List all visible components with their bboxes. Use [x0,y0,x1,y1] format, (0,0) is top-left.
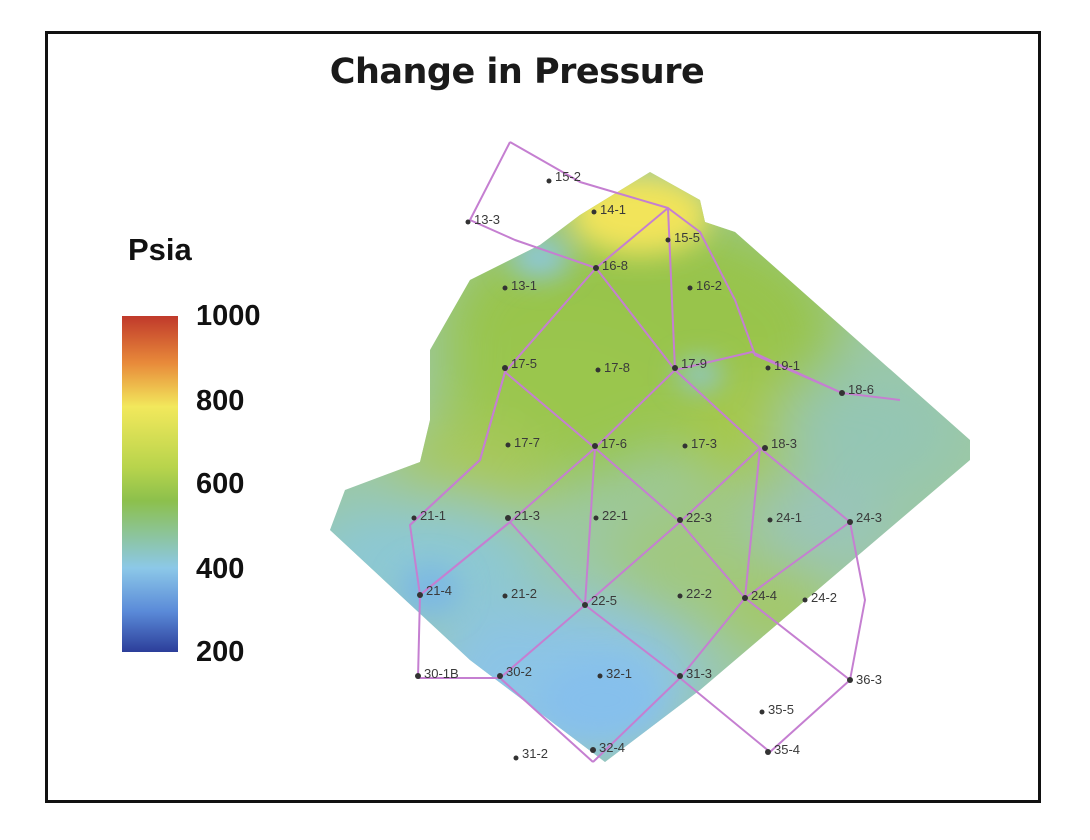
well-label: 31-2 [522,746,548,761]
well-label: 35-4 [774,742,800,757]
well-label: 14-1 [600,202,626,217]
well-marker: 18-6 [839,382,874,397]
well-label: 22-5 [591,593,617,608]
well-label: 19-1 [774,358,800,373]
well-marker: 35-5 [759,702,794,717]
well-marker: 32-4 [590,740,625,755]
well-marker: 22-2 [677,586,712,601]
well-marker: 22-1 [593,508,628,523]
scale-tick-label: 800 [196,385,245,417]
well-label: 24-1 [776,510,802,525]
well-label: 16-8 [602,258,628,273]
well-marker: 36-3 [847,672,882,687]
well-label: 18-3 [771,436,797,451]
well-label: 21-1 [420,508,446,523]
well-marker: 17-8 [595,360,630,375]
well-label: 16-2 [696,278,722,293]
well-marker: 15-2 [546,169,581,184]
well-label: 30-2 [506,664,532,679]
well-grid-lines [409,141,901,763]
pressure-surface [330,172,970,762]
well-label: 21-4 [426,583,452,598]
well-marker: 22-5 [582,593,617,608]
well-marker: 31-3 [677,666,712,681]
well-marker: 14-1 [591,202,626,217]
well-label: 32-1 [606,666,632,681]
well-marker: 31-2 [513,746,548,761]
well-marker: 32-1 [597,666,632,681]
scale-tick-label: 200 [196,636,245,668]
well-marker: 22-3 [677,510,712,525]
well-marker: 30-2 [497,664,532,679]
well-markers: 15-2 14-1 13-3 15-5 16-8 13-1 16-2 17-5 … [411,169,882,761]
scale-tick-label: 400 [196,553,245,585]
well-label: 24-3 [856,510,882,525]
well-label: 17-6 [601,436,627,451]
well-marker: 13-1 [502,278,537,293]
well-marker: 15-5 [665,230,700,245]
well-marker: 21-2 [502,586,537,601]
well-marker: 17-3 [682,436,717,451]
well-marker: 30-1B [415,666,459,681]
well-marker: 35-4 [765,742,800,757]
well-label: 17-5 [511,356,537,371]
well-marker: 21-4 [417,583,452,598]
well-label: 13-1 [511,278,537,293]
well-label: 24-4 [751,588,777,603]
map-title: Change in Pressure [329,52,705,92]
well-marker: 16-2 [687,278,722,293]
well-marker: 21-3 [505,508,540,523]
well-marker: 21-1 [411,508,446,523]
well-marker: 17-7 [505,435,540,450]
well-label: 15-5 [674,230,700,245]
well-label: 21-2 [511,586,537,601]
well-label: 30-1B [424,666,459,681]
well-label: 17-8 [604,360,630,375]
well-label: 17-9 [681,356,707,371]
well-label: 31-3 [686,666,712,681]
well-label: 36-3 [856,672,882,687]
legend-unit-label: Psia [128,232,192,267]
well-label: 24-2 [811,590,837,605]
well-marker: 16-8 [593,258,628,273]
well-label: 35-5 [768,702,794,717]
well-marker: 13-3 [465,212,500,227]
well-marker: 18-3 [762,436,797,451]
well-marker: 17-6 [592,436,627,451]
well-label: 17-7 [514,435,540,450]
well-marker: 24-3 [847,510,882,525]
scale-tick-label: 600 [196,468,245,500]
well-marker: 17-9 [672,356,707,371]
well-label: 21-3 [514,508,540,523]
well-label: 22-2 [686,586,712,601]
well-marker: 24-1 [767,510,802,525]
well-label: 18-6 [848,382,874,397]
color-scale-bar [122,316,178,652]
well-marker: 17-5 [502,356,537,371]
well-label: 22-3 [686,510,712,525]
scale-tick-label: 1000 [196,300,261,332]
well-marker: 24-4 [742,588,777,603]
well-marker: 19-1 [765,358,800,373]
well-label: 32-4 [599,740,625,755]
well-label: 22-1 [602,508,628,523]
well-marker: 24-2 [802,590,837,605]
well-label: 15-2 [555,169,581,184]
well-label: 17-3 [691,436,717,451]
well-label: 13-3 [474,212,500,227]
